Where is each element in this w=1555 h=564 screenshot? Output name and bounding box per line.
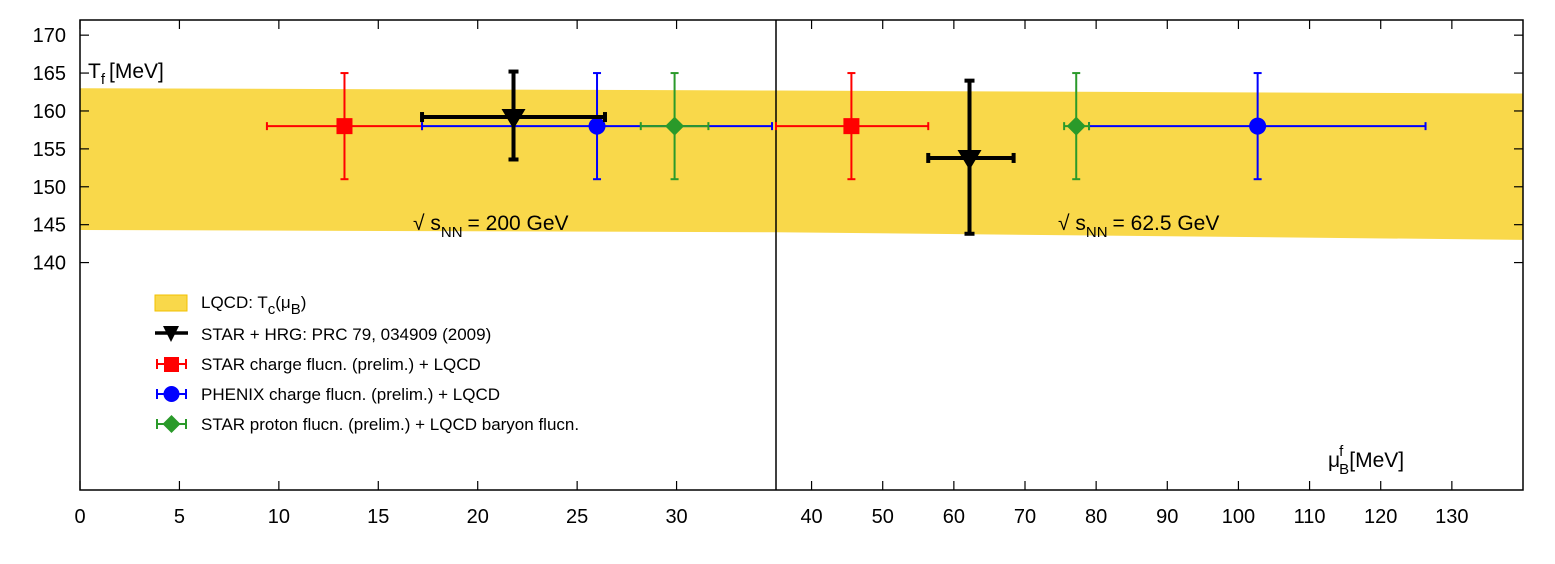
legend-marker-triangle bbox=[163, 326, 179, 342]
data-point-triangle-down-0 bbox=[420, 69, 607, 162]
x-tick-label-30: 30 bbox=[665, 506, 687, 528]
x-tick-label-10: 10 bbox=[268, 506, 290, 528]
data-points-layer bbox=[265, 69, 1427, 236]
x-tick-label-5: 5 bbox=[174, 506, 185, 528]
x-tick-label-40: 40 bbox=[800, 506, 822, 528]
plot-frame-layer: 170 165 160 155 150 145 140 0 5 10 15 20 25 30 40 50 60 7… bbox=[33, 19, 1524, 528]
marker-square bbox=[843, 118, 860, 135]
legend-marker-square bbox=[164, 357, 179, 372]
x-tick-label-130: 130 bbox=[1435, 506, 1468, 528]
legend-marker-circle bbox=[163, 386, 180, 402]
marker-circle bbox=[1249, 117, 1267, 135]
y-tick-label-150: 150 bbox=[33, 177, 66, 199]
marker-diamond bbox=[665, 116, 685, 136]
x-tick-label-100: 100 bbox=[1222, 506, 1255, 528]
y-axis-label: Tf [MeV] bbox=[88, 60, 164, 88]
y-tick-label-140: 140 bbox=[33, 253, 66, 275]
data-point-diamond-0 bbox=[639, 72, 710, 181]
legend-entry-star-proton: STAR proton flucn. (prelim.) + LQCD bary… bbox=[156, 415, 579, 434]
lqcd-band-right bbox=[776, 90, 1523, 240]
svg-text:PHENIX charge flucn. (prelim.): PHENIX charge flucn. (prelim.) + LQCD bbox=[201, 385, 500, 404]
x-tick-label-120: 120 bbox=[1364, 506, 1397, 528]
x-tick-label-90: 90 bbox=[1156, 506, 1178, 528]
y-tick-label-155: 155 bbox=[33, 139, 66, 161]
x-tick-label-25: 25 bbox=[566, 506, 588, 528]
legend: LQCD: Tc(μB) STAR + HRG: PRC 79, 034909 … bbox=[154, 293, 579, 434]
svg-text:STAR + HRG: PRC 79, 034909 (20: STAR + HRG: PRC 79, 034909 (2009) bbox=[201, 325, 491, 344]
legend-entry-phenix-charge: PHENIX charge flucn. (prelim.) + LQCD bbox=[156, 385, 500, 404]
data-point-square-1 bbox=[775, 72, 930, 181]
lqcd-band-left bbox=[80, 88, 776, 233]
x-tick-label-80: 80 bbox=[1085, 506, 1107, 528]
legend-band-swatch bbox=[154, 294, 188, 312]
marker-triangle-down bbox=[501, 109, 526, 130]
energy-label-62: √ sNN = 62.5 GeV bbox=[1058, 212, 1219, 241]
data-point-triangle-down-1 bbox=[926, 78, 1016, 236]
x-tick-label-0: 0 bbox=[74, 506, 85, 528]
data-point-circle-1 bbox=[1088, 72, 1427, 181]
lqcd-band-layer bbox=[80, 88, 1523, 240]
legend-band-label: LQCD: Tc(μB) bbox=[201, 293, 306, 318]
x-axis-label: μBf [MeV] bbox=[1328, 443, 1404, 478]
svg-text:STAR charge flucn. (prelim.) +: STAR charge flucn. (prelim.) + LQCD bbox=[201, 355, 481, 374]
y-tick-label-165: 165 bbox=[33, 63, 66, 85]
x-tick-label-15: 15 bbox=[367, 506, 389, 528]
marker-triangle-down bbox=[957, 149, 982, 170]
marker-square bbox=[336, 118, 353, 135]
marker-circle bbox=[588, 117, 606, 135]
svg-text:STAR proton flucn. (prelim.) +: STAR proton flucn. (prelim.) + LQCD bary… bbox=[201, 415, 579, 434]
legend-entry-star-charge: STAR charge flucn. (prelim.) + LQCD bbox=[156, 355, 481, 374]
x-tick-label-110: 110 bbox=[1294, 506, 1326, 528]
x-tick-label-70: 70 bbox=[1014, 506, 1036, 528]
y-tick-label-170: 170 bbox=[33, 25, 66, 47]
legend-marker-diamond bbox=[162, 415, 181, 433]
legend-entry-star-hrg: STAR + HRG: PRC 79, 034909 (2009) bbox=[155, 325, 491, 344]
x-tick-label-20: 20 bbox=[467, 506, 489, 528]
y-tick-label-160: 160 bbox=[33, 101, 66, 123]
energy-label-200: √ sNN = 200 GeV bbox=[413, 212, 569, 241]
x-tick-label-60: 60 bbox=[943, 506, 965, 528]
y-tick-label-145: 145 bbox=[33, 215, 66, 237]
data-point-diamond-1 bbox=[1063, 72, 1091, 181]
plot-frame bbox=[79, 19, 1524, 491]
marker-diamond bbox=[1066, 116, 1086, 136]
data-point-square-0 bbox=[265, 72, 424, 181]
data-point-circle-0 bbox=[421, 72, 774, 181]
x-tick-label-50: 50 bbox=[872, 506, 894, 528]
